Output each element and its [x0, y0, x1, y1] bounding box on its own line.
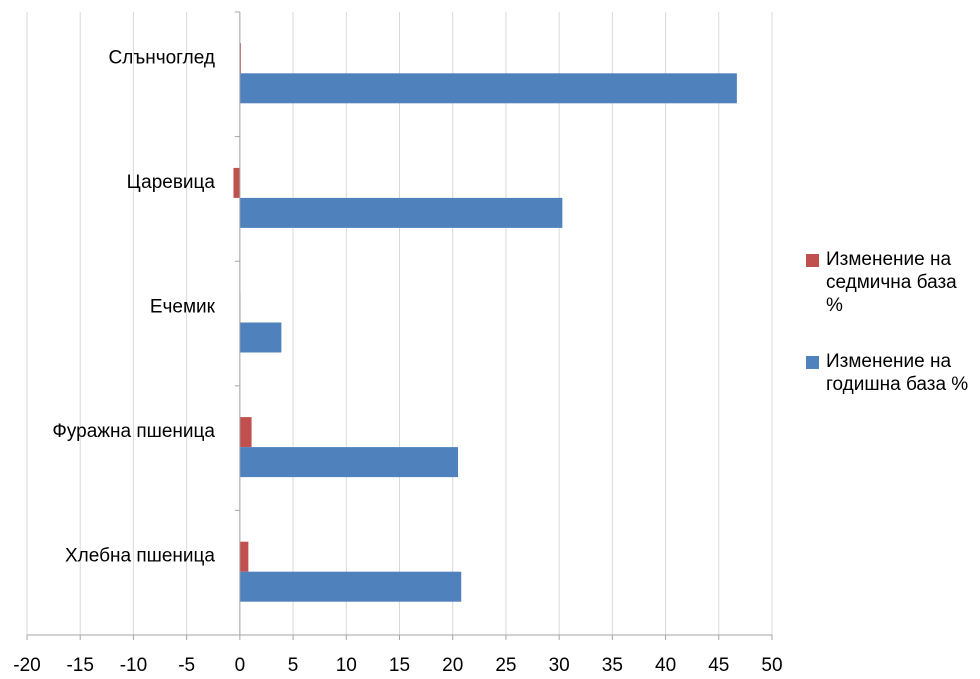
bar-yearly: [239, 322, 282, 353]
bar-yearly: [239, 197, 563, 228]
legend-item-yearly: Изменение на годишна база %: [806, 350, 976, 396]
bar-weekly: [239, 541, 249, 572]
x-tick-label: 15: [389, 655, 410, 676]
x-tick-label: -10: [120, 655, 147, 676]
x-tick-labels: -20 -15 -10 -5 0 5 10 15 20 25 30 35 40 45 50: [13, 655, 782, 676]
bar-yearly: [239, 447, 459, 478]
x-tick-label: 10: [336, 655, 357, 676]
y-category-label: Ечемик: [150, 297, 216, 318]
bar-yearly: [239, 571, 462, 602]
y-category-label: Хлебна пшеница: [65, 546, 215, 567]
bar-yearly: [239, 73, 737, 104]
legend-swatch-yearly: [806, 356, 819, 369]
legend-label-weekly: Изменение на седмична база %: [826, 249, 957, 316]
gridlines: [26, 12, 773, 635]
bar-weekly: [239, 417, 252, 448]
x-tick-label: 50: [761, 655, 782, 676]
legend-swatch-weekly: [806, 254, 819, 267]
x-tick-label: 35: [602, 655, 623, 676]
x-tick-label: -20: [13, 655, 40, 676]
x-tick-label: 20: [442, 655, 463, 676]
x-tick-label: 30: [549, 655, 570, 676]
x-tick-label: 5: [288, 655, 299, 676]
bar-weekly: [239, 43, 241, 74]
x-tick-label: 25: [495, 655, 516, 676]
x-tick-label: 40: [655, 655, 676, 676]
axes: [26, 11, 773, 640]
legend-item-weekly: Изменение на седмична база %: [806, 248, 976, 317]
legend-label-yearly: Изменение на годишна база %: [826, 351, 969, 395]
bars: [233, 43, 737, 602]
legend: Изменение на седмична база % Изменение н…: [806, 248, 976, 429]
x-tick-label: -5: [178, 655, 195, 676]
x-tick-label: 45: [708, 655, 729, 676]
y-category-label: Слънчоглед: [109, 47, 215, 68]
bar-weekly: [233, 167, 240, 198]
y-category-label: Фуражна пшеница: [52, 421, 215, 442]
y-category-label: Царевица: [127, 172, 216, 193]
y-category-labels: Слънчоглед Царевица Ечемик Фуражна пшеница Х…: [52, 47, 215, 566]
x-tick-label: -15: [66, 655, 93, 676]
x-tick-label: 0: [235, 655, 246, 676]
